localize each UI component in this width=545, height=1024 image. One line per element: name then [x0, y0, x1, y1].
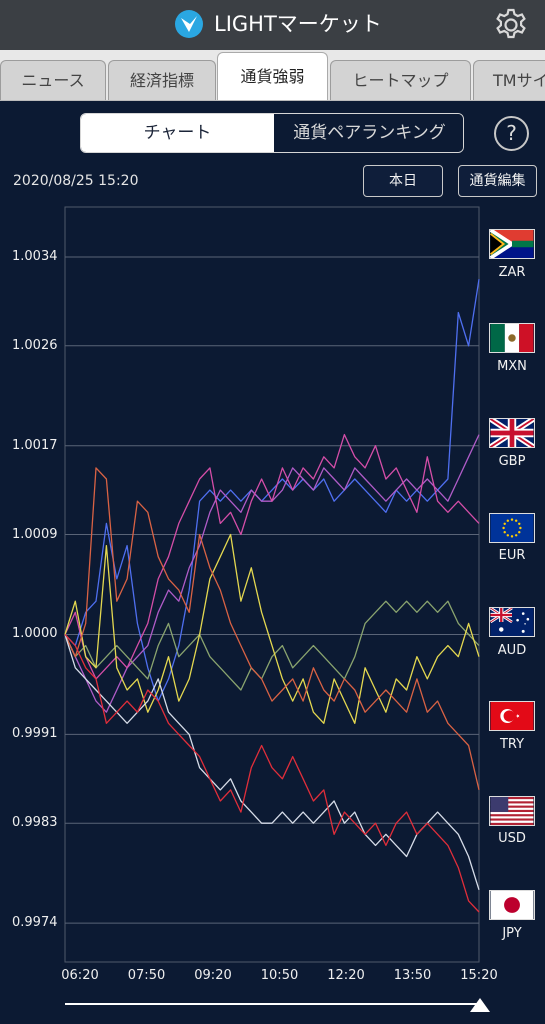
- x-tick-label: 06:20: [61, 968, 99, 983]
- tab-tm[interactable]: TMサイ: [473, 60, 545, 100]
- legend-label-mxn: MXN: [497, 359, 527, 374]
- light-logo-icon: [175, 10, 203, 38]
- view-toggle: チャート 通貨ペアランキング: [80, 113, 464, 153]
- today-button[interactable]: 本日: [363, 165, 443, 197]
- turkey-flag-icon: [489, 701, 535, 731]
- y-tick-label: 0.9974: [12, 915, 58, 931]
- chart-view-button[interactable]: チャート: [81, 114, 274, 152]
- x-tick-label: 15:20: [460, 968, 498, 983]
- tab-currency-strength[interactable]: 通貨強弱: [217, 52, 328, 100]
- help-button[interactable]: ?: [494, 116, 529, 151]
- series-line-eur: [64, 600, 480, 691]
- ranking-view-button[interactable]: 通貨ペアランキング: [274, 114, 463, 152]
- app-title: LIGHTマーケット: [214, 12, 382, 36]
- tab-news[interactable]: ニュース: [0, 60, 106, 100]
- australia-flag-icon: [489, 607, 535, 637]
- legend-label-usd: USD: [498, 831, 526, 846]
- tab-economic-indicators[interactable]: 経済指標: [108, 60, 216, 100]
- y-tick-label: 1.0026: [12, 337, 58, 353]
- legend-label-aud: AUD: [497, 643, 527, 658]
- x-tick-label: 13:50: [393, 968, 432, 983]
- gear-icon[interactable]: [492, 6, 530, 44]
- app-header: LIGHTマーケット: [0, 0, 545, 50]
- legend-label-gbp: GBP: [498, 454, 526, 469]
- x-tick-label: 09:20: [194, 968, 232, 983]
- legend-label-jpy: JPY: [502, 926, 522, 941]
- mexico-flag-icon: [489, 323, 535, 353]
- series-line-jpy: [64, 634, 480, 913]
- y-tick-label: 0.9983: [12, 815, 58, 831]
- edit-currencies-button[interactable]: 通貨編集: [458, 165, 537, 197]
- y-tick-label: 1.0017: [12, 437, 58, 453]
- series-line-gbp: [64, 433, 480, 680]
- south-africa-flag-icon: [489, 229, 535, 259]
- legend-label-zar: ZAR: [498, 265, 526, 280]
- series-line-aud: [64, 533, 480, 724]
- x-tick-label: 07:50: [127, 968, 166, 983]
- y-tick-label: 0.9991: [12, 726, 58, 742]
- y-tick-label: 1.0009: [12, 526, 58, 542]
- time-scrubber-handle: [470, 998, 490, 1012]
- tab-bar: ニュース 経済指標 通貨強弱 ヒートマップ TMサイ: [0, 50, 545, 101]
- japan-flag-icon: [489, 890, 535, 920]
- series-line-usd: [64, 634, 480, 890]
- series-line-try: [64, 467, 480, 791]
- legend-label-eur: EUR: [498, 548, 526, 563]
- uk-flag-icon: [489, 418, 535, 448]
- eu-flag-icon: [489, 513, 535, 543]
- x-tick-label: 12:20: [327, 968, 365, 983]
- chart-timestamp: 2020/08/25 15:20: [13, 173, 139, 189]
- x-tick-label: 10:50: [260, 968, 299, 983]
- usa-flag-icon: [489, 796, 535, 826]
- tab-heatmap[interactable]: ヒートマップ: [330, 60, 471, 100]
- plot-area: [64, 206, 480, 963]
- y-tick-label: 1.0034: [12, 248, 58, 264]
- y-tick-label: 1.0000: [12, 626, 58, 642]
- legend-label-try: TRY: [499, 737, 525, 752]
